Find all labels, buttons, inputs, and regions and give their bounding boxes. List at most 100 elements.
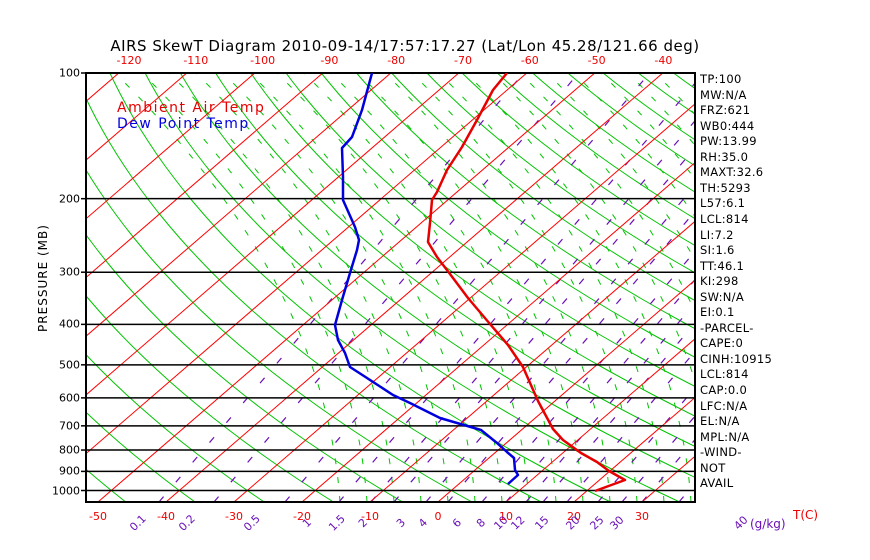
isotherm-line	[778, 73, 870, 502]
isotherm-line	[86, 73, 120, 102]
isotherm-line	[86, 73, 256, 220]
top-temp-tick--80: -80	[387, 54, 406, 67]
temp-unit-label: T(C)	[793, 508, 819, 522]
pressure-tick-800: 800	[59, 443, 80, 457]
moist-adiabat-line	[654, 73, 695, 116]
background-grid	[86, 73, 870, 502]
pressure-tick-100: 100	[59, 66, 80, 80]
isotherm-line	[437, 279, 695, 502]
stat-row-parcel: -PARCEL-	[700, 320, 754, 335]
isotherm-line	[86, 73, 324, 279]
page-title: AIRS SkewT Diagram 2010-09-14/17:57:17.2…	[110, 37, 700, 55]
sounding-curves	[333, 73, 627, 493]
isotherm-line	[301, 161, 695, 502]
dry-adiabat-line	[250, 73, 695, 417]
legend-dew-point-temp: Dew Point Temp	[117, 116, 250, 132]
stat-row-ki: KI:298	[700, 274, 739, 289]
dry-adiabat-line	[109, 73, 611, 502]
top-temp-tick--40: -40	[654, 54, 673, 67]
dry-adiabat-line	[86, 233, 403, 502]
moist-adiabat-line	[114, 73, 341, 502]
moist-adiabat-line	[492, 73, 695, 383]
dry-adiabat-line	[496, 73, 695, 220]
dry-adiabat-line	[86, 468, 127, 502]
dry-adiabat-line	[144, 73, 680, 502]
moist-adiabat-line	[195, 73, 422, 502]
bottom-temp-tick--20: -20	[293, 510, 311, 523]
top-temp-tick--60: -60	[520, 54, 539, 67]
moist-adiabat-line	[168, 73, 395, 502]
bottom-temp-tick--40: -40	[157, 510, 175, 523]
top-temp-tick--100: -100	[250, 54, 276, 67]
dry-adiabat-line	[215, 73, 695, 447]
dry-adiabat-line	[179, 73, 695, 478]
mixing-ratio-line	[338, 82, 695, 502]
dry-adiabat-line	[567, 73, 695, 167]
stat-row-lfc: LFC:N/A	[700, 398, 748, 413]
dry-adiabat-line	[86, 97, 542, 502]
mixing-ratio-line	[284, 73, 651, 502]
bottom-temp-tick--30: -30	[225, 510, 243, 523]
stat-row-tp: TP:100	[700, 72, 742, 86]
stat-row-rh: RH:35.0	[700, 149, 749, 164]
top-temp-tick--90: -90	[320, 54, 339, 67]
stat-row-li: LI:7.2	[700, 227, 734, 242]
dry-adiabat-line	[86, 353, 265, 502]
moist-adiabat-line	[519, 73, 695, 313]
top-temp-tick--70: -70	[454, 54, 472, 67]
bottom-temp-tick--10: -10	[361, 510, 379, 523]
mixing-unit-label: (g/kg)	[750, 517, 786, 531]
bottom-temp-tick-0: 0	[434, 510, 442, 523]
moist-adiabat-line	[330, 73, 557, 502]
bottom-temp-tick-20: 20	[567, 510, 581, 523]
stat-row-cape: CAPE:0	[700, 336, 744, 351]
stat-row-pw: PW:13.99	[700, 134, 757, 149]
dry-adiabat-line	[531, 73, 695, 193]
bottom-temp-tick-10: 10	[499, 510, 513, 523]
isotherm-line	[573, 396, 695, 502]
mixing-ratio-line	[481, 250, 695, 502]
pressure-tick-900: 900	[59, 464, 80, 478]
mixing-ratio-line	[447, 210, 695, 502]
stat-row-cap: CAP:0.0	[700, 383, 748, 397]
top-temp-tick--120: -120	[116, 54, 142, 67]
dry-adiabat-line	[320, 73, 695, 358]
dry-adiabat-line	[285, 73, 695, 387]
isotherm-line	[86, 73, 528, 455]
dry-adiabat-line	[86, 411, 196, 502]
mixing-ratio-line	[370, 119, 695, 502]
moist-adiabat-line	[438, 73, 665, 502]
dry-adiabat-line	[461, 73, 695, 247]
stat-row-mpl: MPL:N/A	[700, 429, 750, 444]
stat-row-th: TH:5293	[700, 180, 751, 195]
dry-adiabat-line	[86, 168, 473, 502]
stat-row-ei: EI:0.1	[700, 305, 735, 320]
isotherm-line	[165, 73, 664, 502]
moist-adiabat-line	[303, 73, 530, 502]
stat-row-maxt: MAXT:32.6	[700, 165, 764, 180]
ambient-air-temp-curve	[426, 73, 627, 493]
moist-adiabat-line	[357, 73, 584, 502]
moist-adiabat-line	[465, 73, 692, 502]
moist-adiabat-line	[411, 73, 638, 502]
legend-ambient-air-temp: Ambient Air Temp	[117, 100, 266, 116]
stat-row-cinh: CINH:10915	[700, 351, 773, 366]
stat-row-avail: AVAIL	[700, 476, 734, 491]
stat-row-sw: SW:N/A	[700, 289, 745, 304]
isotherm-line	[86, 73, 188, 161]
stat-row-lcl: LCL:814	[700, 211, 749, 226]
moist-adiabat-line	[384, 73, 611, 502]
stat-row-lcl: LCL:814	[700, 367, 749, 382]
isotherm-line	[505, 338, 695, 502]
plot-frame	[85, 72, 696, 503]
mixing-ratio-line	[213, 73, 580, 502]
dew-point-temp-curve	[333, 73, 520, 485]
isotherm-line	[86, 73, 392, 337]
mixing-ratio-line	[158, 73, 525, 502]
isotherm-line	[369, 220, 695, 502]
stat-row-mw: MW:N/A	[700, 87, 747, 102]
stat-row-frz: FRZ:621	[700, 103, 751, 118]
stat-row-not: NOT	[700, 460, 726, 475]
pressure-tick-300: 300	[59, 265, 80, 279]
